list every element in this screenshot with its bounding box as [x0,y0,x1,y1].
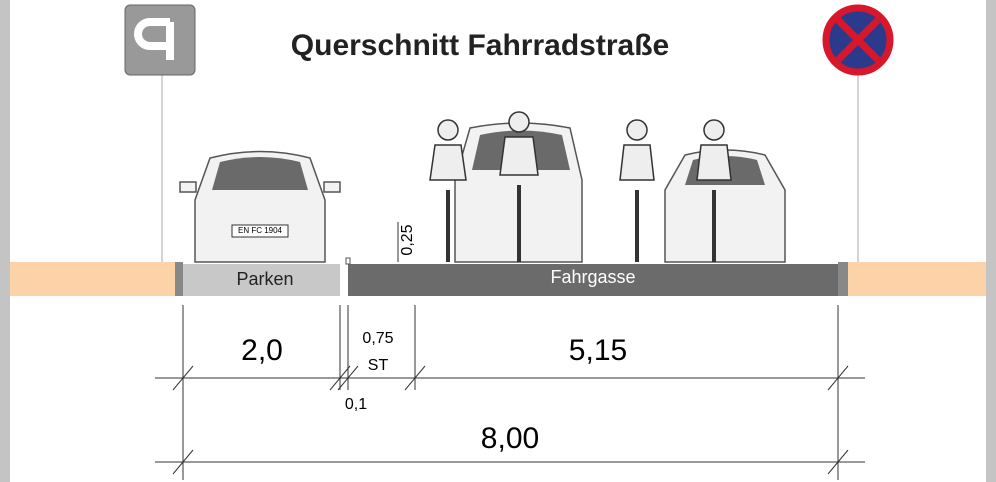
dim-gap: 0,1 [345,396,367,413]
dim-total: 8,00 [481,422,539,455]
parked-car: EN FC 1904 [179,150,341,263]
driving-label: Fahrgasse [550,267,635,287]
curb [175,262,183,296]
height-label: 0,25 [399,224,416,255]
curb [838,262,848,296]
sidewalk [10,262,175,296]
dim-safety: 0,75 [362,330,393,347]
dim-safety-label: ST [368,357,389,374]
dim-parking: 2,0 [241,334,283,367]
right-border [986,0,996,482]
dimension-lines [155,305,865,480]
sidewalk [848,262,986,296]
cyclists [429,111,732,262]
parking-lane [183,264,340,296]
left-border [0,0,10,482]
license-plate: EN FC 1904 [238,226,283,235]
parking-symbol [134,18,174,60]
marker [345,257,351,265]
driving-lane [348,264,838,296]
no-stopping-cross [835,17,881,63]
dim-driving: 5,15 [569,334,627,367]
title: Querschnitt Fahrradstraße [291,29,669,62]
parking-label: Parken [236,269,293,289]
